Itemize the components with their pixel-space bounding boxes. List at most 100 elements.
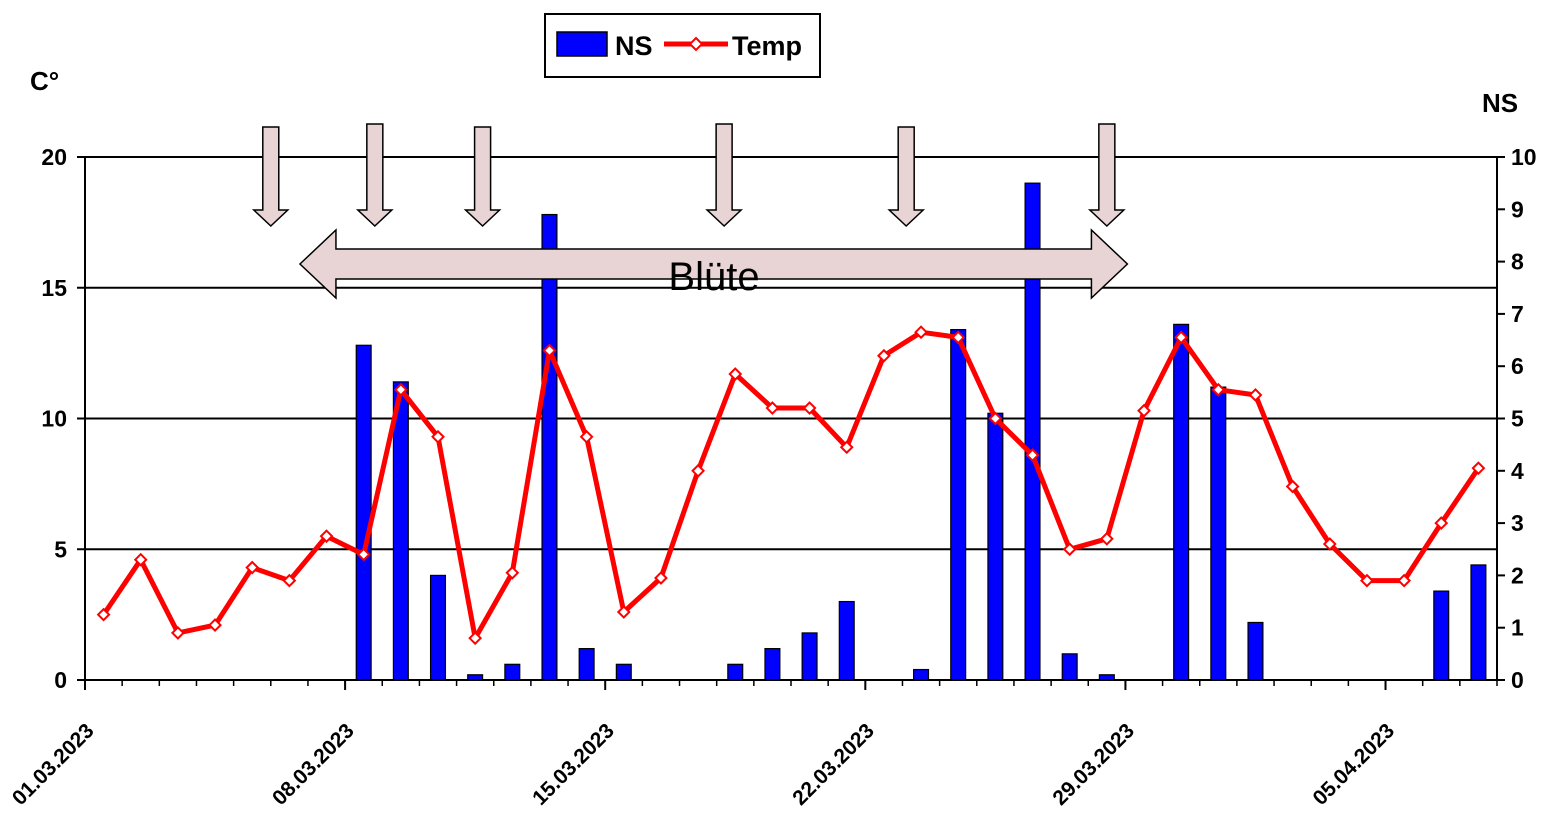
temp-point [1211, 382, 1226, 397]
ns-bar [541, 213, 558, 681]
temp-point [505, 565, 520, 580]
bloom-annotations [251, 123, 1129, 300]
ns-bar [1433, 590, 1450, 681]
legend-ns-label: NS [615, 31, 653, 61]
temp-point [208, 618, 222, 632]
ns-bar [504, 663, 521, 681]
marker-down-arrow [705, 123, 744, 228]
temp-point [133, 552, 148, 567]
x-tick-label: 29.03.2023 [1048, 719, 1139, 810]
temp-line [96, 325, 1486, 646]
y-left-tick-label: 15 [41, 275, 67, 301]
temp-point [393, 382, 408, 397]
temp-point [1434, 516, 1449, 531]
ns-bar [1173, 323, 1190, 681]
ns-bar [615, 663, 632, 681]
temp-point [96, 607, 111, 622]
ns-bar [429, 574, 447, 681]
y-right-tick-label: 5 [1511, 406, 1524, 432]
temp-point [1471, 461, 1486, 476]
legend-temp-marker [688, 36, 704, 52]
y-left-tick-label: 5 [54, 536, 67, 562]
temp-point [728, 367, 743, 381]
temp-point [1248, 388, 1263, 402]
marker-down-arrow [887, 126, 926, 228]
ns-bar [727, 663, 744, 681]
temp-point [1062, 542, 1077, 557]
ns-bar [355, 344, 372, 681]
y-right-tick-label: 2 [1511, 562, 1524, 588]
temp-point [431, 429, 445, 444]
temp-point [282, 573, 297, 588]
y-right-tick-label: 0 [1511, 667, 1524, 693]
temp-point [1137, 403, 1151, 418]
temp-point [1322, 537, 1337, 551]
legend-ns-swatch [556, 31, 608, 57]
ns-bar [1247, 621, 1264, 681]
y-right-tick-label: 6 [1511, 353, 1524, 379]
temp-point [579, 429, 594, 444]
ns-bar [838, 600, 855, 681]
y-left-tick-label: 0 [54, 667, 67, 693]
marker-down-arrow [251, 126, 290, 228]
temp-point [1174, 330, 1189, 345]
temp-point [468, 631, 483, 646]
temp-point [914, 325, 928, 340]
y-right-tick-label: 7 [1511, 301, 1524, 327]
y-left-label: C° [30, 66, 59, 96]
temp-point [319, 529, 334, 544]
x-tick-label: 05.04.2023 [1308, 719, 1399, 810]
ns-bar [392, 381, 409, 681]
grid-lines [85, 156, 1497, 681]
temp-series-line [101, 329, 1481, 641]
temp-point [616, 605, 631, 619]
temp-point [1285, 479, 1300, 494]
temp-point [802, 401, 817, 415]
legend: NS Temp [544, 13, 821, 78]
ns-bar [578, 648, 595, 681]
y-left-tick-label: 20 [41, 144, 67, 170]
x-tick-label: 08.03.2023 [268, 719, 359, 810]
temp-point [654, 571, 668, 585]
temp-point [1025, 448, 1040, 463]
y-right-tick-label: 4 [1511, 458, 1524, 484]
ns-bar [987, 412, 1004, 681]
y-left-tick-label: 10 [41, 406, 67, 432]
temp-point [839, 440, 854, 455]
y-right-tick-label: 9 [1511, 196, 1524, 222]
ns-bar [1210, 386, 1227, 681]
temp-point [876, 348, 891, 363]
temp-point [1099, 531, 1114, 546]
temp-point [245, 560, 260, 575]
x-tick-label: 22.03.2023 [788, 719, 879, 810]
temp-point [988, 411, 1003, 426]
temp-point [170, 626, 185, 640]
x-tick-label: 01.03.2023 [8, 719, 99, 810]
y-right-tick-label: 1 [1511, 615, 1524, 641]
temp-point [1360, 573, 1374, 588]
x-tick-label: 15.03.2023 [528, 719, 619, 810]
temp-point [951, 330, 966, 345]
y-right-tick-label: 10 [1511, 144, 1537, 170]
marker-down-arrow [355, 123, 394, 228]
legend-temp-label: Temp [732, 31, 802, 61]
ns-bars [355, 182, 1487, 681]
y-right-label: NS [1482, 88, 1518, 118]
bloom-double-arrow [298, 228, 1129, 300]
temp-point [1397, 573, 1412, 588]
marker-down-arrow [1087, 123, 1126, 228]
temp-point [691, 463, 706, 478]
ns-bar [913, 668, 930, 681]
temp-point [356, 547, 371, 562]
temp-point [542, 343, 557, 358]
y-right-tick-label: 8 [1511, 249, 1524, 275]
ns-bar [950, 328, 967, 681]
ns-bar [1061, 653, 1078, 681]
bloom-label: Blüte [668, 255, 759, 299]
marker-down-arrow [463, 126, 502, 228]
ns-bar [801, 632, 818, 681]
y-right-tick-label: 3 [1511, 510, 1524, 536]
axes: 0 5 10 15 20 0 1 2 3 4 5 6 7 8 9 10 01.03.2023 08.03.2023… [8, 144, 1537, 810]
ns-bar [764, 648, 781, 681]
